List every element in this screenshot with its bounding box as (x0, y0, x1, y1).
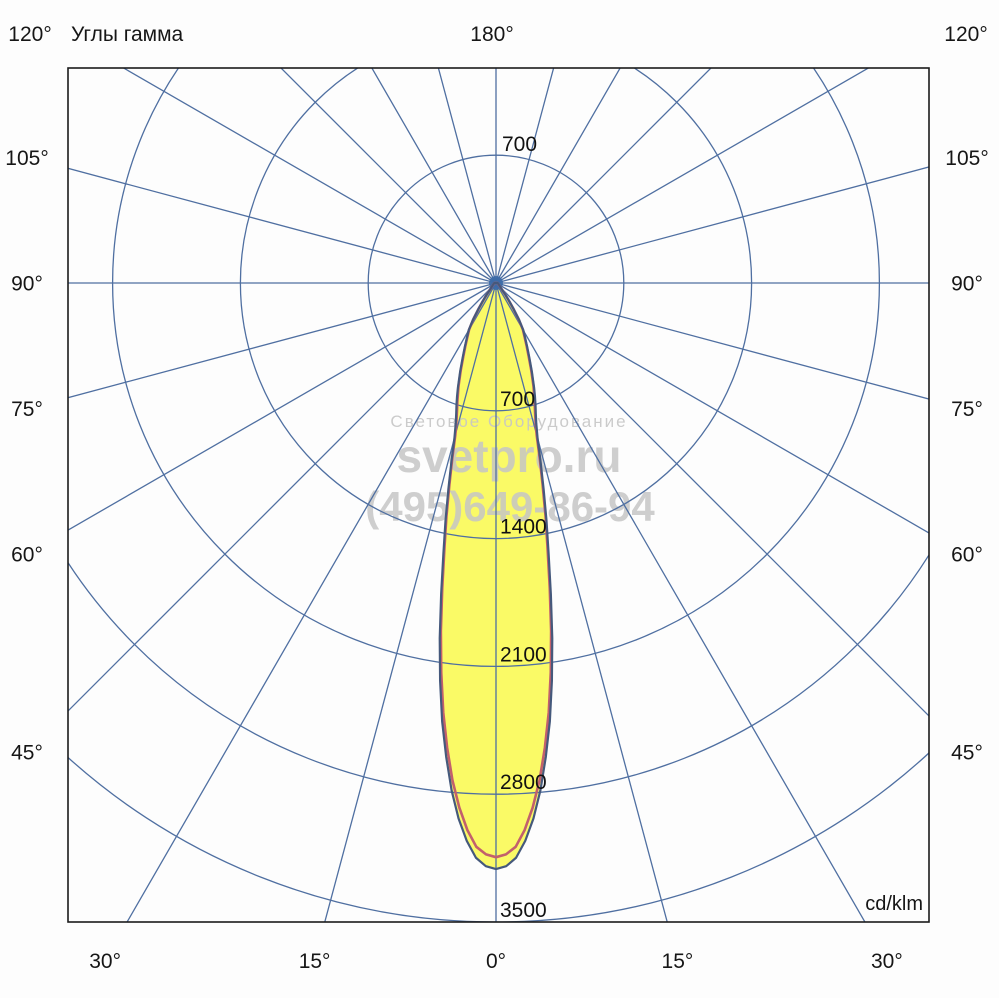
ring-label: 2100 (500, 643, 547, 666)
watermark-line2: svetpro.ru (397, 430, 622, 482)
angle-label-bottom: 15° (299, 950, 331, 973)
beam-lobe-curves (438, 281, 554, 871)
unit-label: cd/klm (865, 893, 923, 915)
angle-label-bottom: 0° (486, 950, 506, 973)
grid-spoke (495, 68, 870, 284)
grid-spoke (495, 68, 621, 284)
grid-spoke (495, 282, 929, 717)
gamma-angle-labels: 120° 180° 120° 105° 105° 90° 90° 75° 75° 60° 60° 45… (5, 23, 988, 973)
angle-label-top: 120° (944, 23, 987, 46)
grid-spoke (495, 282, 866, 922)
watermark-line3: (495)649-86-94 (365, 483, 655, 530)
grid-spoke (324, 282, 497, 922)
ring-label: 3500 (500, 899, 547, 922)
grid-spoke (495, 68, 555, 284)
ring-label: 700 (500, 388, 535, 411)
angle-label-left: 75° (11, 398, 43, 421)
angle-label-left: 90° (11, 273, 43, 296)
grid-spoke (122, 68, 497, 284)
grid-spoke (280, 68, 497, 284)
chart-title: Углы гамма (71, 23, 184, 46)
grid-spoke (495, 282, 668, 922)
angle-label-left: 60° (11, 543, 43, 566)
angle-label-right: 105° (945, 147, 988, 170)
grid-spoke (495, 282, 929, 400)
grid-spoke (495, 282, 929, 534)
angle-label-right: 90° (951, 273, 983, 296)
ring-label: 1400 (500, 516, 547, 539)
plot-border (67, 67, 930, 923)
angle-label-bottom: 15° (662, 950, 694, 973)
grid-spoke (495, 166, 929, 284)
watermark: Световое Оборудование svetpro.ru (495)64… (365, 412, 655, 530)
grid-spoke (495, 68, 712, 284)
grid-spoke (371, 68, 497, 284)
angle-label-top: 120° (8, 23, 51, 46)
ring-label-upper: 700 (502, 133, 537, 156)
grid-spoke (68, 282, 497, 399)
angle-label-left: 105° (5, 147, 48, 170)
grid-spoke (126, 282, 497, 922)
grid-spoke (68, 167, 497, 284)
angle-label-bottom: 30° (89, 950, 121, 973)
angle-label-right: 60° (951, 543, 983, 566)
angle-label-right: 75° (951, 398, 983, 421)
beam-outline-C0-C180 (438, 281, 554, 871)
grid-spoke (68, 282, 497, 712)
angle-label-bottom: 30° (871, 950, 903, 973)
watermark-line1: Световое Оборудование (390, 412, 627, 431)
ring-label: 2800 (500, 771, 547, 794)
ring-value-labels: 700 700 1400 2100 2800 3500 (500, 133, 547, 922)
grid-spoke (437, 68, 497, 284)
angle-label-right: 45° (951, 742, 983, 765)
angle-label-top: 180° (470, 23, 513, 46)
angle-label-left: 45° (11, 742, 43, 765)
grid-spoke (68, 282, 497, 531)
